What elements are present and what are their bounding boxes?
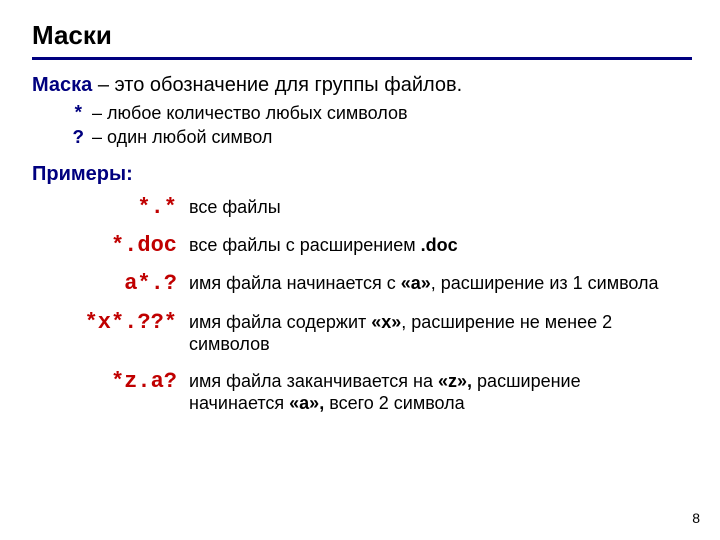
example-row: *.doc все файлы с расширением .doc [32,234,692,258]
example-row: *x*.??* имя файла содержит «x», расширен… [32,311,692,356]
title-rule [32,57,692,60]
example-row: a*.? имя файла начинается с «a», расшире… [32,272,692,296]
wildcard-desc: – любое количество любых символов [92,103,408,124]
wildcard-desc: – один любой символ [92,127,272,148]
wildcard-row: ? – один любой символ [62,127,692,149]
examples-heading: Примеры: [32,163,692,186]
example-desc: все файлы [189,196,281,219]
wildcard-symbol: * [62,103,84,125]
example-desc: имя файла содержит «x», расширение не ме… [189,311,669,356]
example-pattern: *.* [32,196,177,220]
example-pattern: a*.? [32,272,177,296]
example-pattern: *x*.??* [32,311,177,335]
definition-term: Маска [32,74,92,96]
example-pattern: *z.a? [32,370,177,394]
example-desc: имя файла начинается с «a», расширение и… [189,272,659,295]
wildcard-row: * – любое количество любых символов [62,103,692,125]
example-pattern: *.doc [32,234,177,258]
example-row: *.* все файлы [32,196,692,220]
definition-line: Маска – это обозначение для группы файло… [32,74,692,97]
definition-rest: – это обозначение для группы файлов. [92,74,462,96]
example-desc: имя файла заканчивается на «z», расширен… [189,370,669,415]
example-desc: все файлы с расширением .doc [189,234,458,257]
slide-title: Маски [32,20,692,51]
example-row: *z.a? имя файла заканчивается на «z», ра… [32,370,692,415]
slide: Маски Маска – это обозначение для группы… [0,0,720,540]
page-number: 8 [692,510,700,526]
wildcard-symbol: ? [62,127,84,149]
